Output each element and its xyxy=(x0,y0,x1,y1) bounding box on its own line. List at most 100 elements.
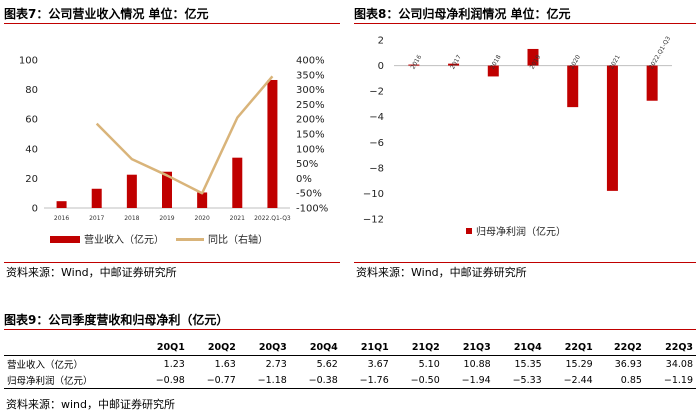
y-axis-tick-label: −10 xyxy=(363,189,384,200)
table-cell: 3.67 xyxy=(367,358,389,370)
figure7-source: 资料来源：Wind，中邮证券研究所 xyxy=(6,266,177,279)
y-axis-tick-label: −4 xyxy=(369,112,384,123)
revenue-chart: 0 20 40 60 80 100 -100% -50% 0% 50% 100% 150% 200% 25… xyxy=(19,56,328,247)
right-axis-tick-label: 100% xyxy=(296,144,325,155)
column-header: 22Q2 xyxy=(595,340,645,356)
table-cell: 10.88 xyxy=(463,358,491,370)
column-header: 21Q2 xyxy=(391,340,443,356)
left-axis-tick-label: 60 xyxy=(25,115,38,126)
left-axis-tick-label: 20 xyxy=(25,174,38,185)
category-label: 2018 xyxy=(124,215,139,222)
table-cell: 15.29 xyxy=(565,358,593,370)
figure8-source: 资料来源：Wind，中邮证券研究所 xyxy=(356,266,527,279)
net-profit-bar xyxy=(606,65,618,191)
column-header: 20Q4 xyxy=(289,340,341,356)
category-label: 2017 xyxy=(89,215,104,222)
table-cell: −1.94 xyxy=(442,372,494,389)
revenue-bar xyxy=(91,188,102,208)
category-label: 2020 xyxy=(568,54,582,71)
table-cell: −1.19 xyxy=(644,372,696,389)
revenue-bar xyxy=(56,201,67,208)
revenue-bar xyxy=(267,79,278,208)
table-cell: −0.98 xyxy=(136,372,188,389)
column-header: 21Q4 xyxy=(493,340,545,356)
table-header-row: 20Q1 20Q2 20Q3 20Q4 21Q1 21Q2 21Q3 21Q4 … xyxy=(4,340,696,356)
figure7-title: 图表7：公司营业收入情况 单位：亿元 xyxy=(4,4,340,24)
column-header: 21Q1 xyxy=(340,340,392,356)
table-cell: 1.63 xyxy=(214,358,236,370)
table-cell: −2.44 xyxy=(544,372,596,389)
table-cell: 0.85 xyxy=(595,372,645,389)
table-cell: 5.62 xyxy=(316,358,338,370)
legend-label: 归母净利润（亿元） xyxy=(476,225,566,238)
net-profit-bar xyxy=(448,63,460,66)
figure8-divider xyxy=(354,262,696,263)
category-label: 2021 xyxy=(608,54,622,71)
category-label: 2016 xyxy=(54,215,69,222)
figure9-title: 图表9：公司季度营收和归母净利（亿元） xyxy=(4,310,696,330)
left-axis-tick-label: 0 xyxy=(32,204,38,215)
table-cell: 2.73 xyxy=(265,358,287,370)
yoy-line xyxy=(95,75,274,195)
net-profit-bar xyxy=(408,64,420,66)
column-header: 22Q1 xyxy=(544,340,596,356)
revenue-bar xyxy=(197,192,208,208)
y-axis-tick-label: −6 xyxy=(369,138,384,149)
right-axis-tick-label: -50% xyxy=(296,189,322,200)
net-profit-bar xyxy=(487,65,499,77)
table-cell: −0.77 xyxy=(187,372,239,389)
table-cell: 36.93 xyxy=(614,358,642,370)
right-axis-tick-label: -100% xyxy=(296,204,328,215)
left-axis-tick-label: 80 xyxy=(25,85,38,96)
y-axis-tick-label: 2 xyxy=(378,36,384,47)
y-axis-tick-label: 0 xyxy=(378,61,384,72)
column-header: 21Q3 xyxy=(442,340,494,356)
column-header: 20Q3 xyxy=(238,340,290,356)
category-label: 2016 xyxy=(410,54,424,71)
right-axis-tick-label: 350% xyxy=(296,70,325,81)
category-label: 2017 xyxy=(449,54,463,71)
table-row: 归母净利润（亿元） −0.98 −0.77 −1.18 −0.38 −1.76 … xyxy=(4,372,696,389)
revenue-bar xyxy=(126,174,137,208)
y-axis-tick-label: −2 xyxy=(369,87,384,98)
right-axis-tick-label: 400% xyxy=(296,56,325,67)
category-label: 2019 xyxy=(159,215,174,222)
table-cell: −1.18 xyxy=(238,372,290,389)
right-axis-tick-label: 0% xyxy=(296,174,312,185)
table-row: 营业收入（亿元） 1.23 1.63 2.73 5.62 3.67 5.10 1… xyxy=(4,356,696,373)
table-corner xyxy=(4,340,137,356)
table-cell: −0.50 xyxy=(391,372,443,389)
y-axis-tick-label: −8 xyxy=(369,163,384,174)
column-header: 20Q2 xyxy=(187,340,239,356)
category-label: 2020 xyxy=(195,215,210,222)
row-label: 营业收入（亿元） xyxy=(7,360,84,371)
legend-bar-label: 营业收入（亿元） xyxy=(84,233,164,246)
right-axis-tick-label: 300% xyxy=(296,85,325,96)
table-cell: −5.33 xyxy=(493,372,545,389)
category-label: 2022.Q1-Q3 xyxy=(254,215,291,222)
right-axis-tick-label: 250% xyxy=(296,100,325,111)
figure9-source: 资料来源：wind，中邮证券研究所 xyxy=(6,398,176,411)
revenue-bar xyxy=(162,171,172,208)
quarterly-table: 20Q1 20Q2 20Q3 20Q4 21Q1 21Q2 21Q3 21Q4 … xyxy=(4,340,696,389)
right-axis-tick-label: 150% xyxy=(296,130,325,141)
category-label: 2021 xyxy=(230,215,245,222)
table-cell: 15.35 xyxy=(514,358,542,370)
legend-bar-swatch xyxy=(50,236,80,243)
legend-swatch xyxy=(466,228,472,234)
left-axis-tick-label: 40 xyxy=(25,144,38,155)
figure7-divider xyxy=(4,262,340,263)
net-profit-bar xyxy=(646,65,658,101)
table-cell: −0.38 xyxy=(289,372,341,389)
table-cell: 1.23 xyxy=(163,358,185,370)
column-header: 22Q3 xyxy=(644,340,696,356)
revenue-bar xyxy=(232,157,243,208)
y-axis-tick-label: −12 xyxy=(363,215,384,226)
left-axis-tick-label: 100 xyxy=(19,56,38,67)
right-axis-tick-label: 50% xyxy=(296,159,318,170)
column-header: 20Q1 xyxy=(136,340,188,356)
category-label: 2018 xyxy=(489,54,503,71)
row-label: 归母净利润（亿元） xyxy=(4,372,137,389)
net-profit-bar xyxy=(567,65,579,108)
